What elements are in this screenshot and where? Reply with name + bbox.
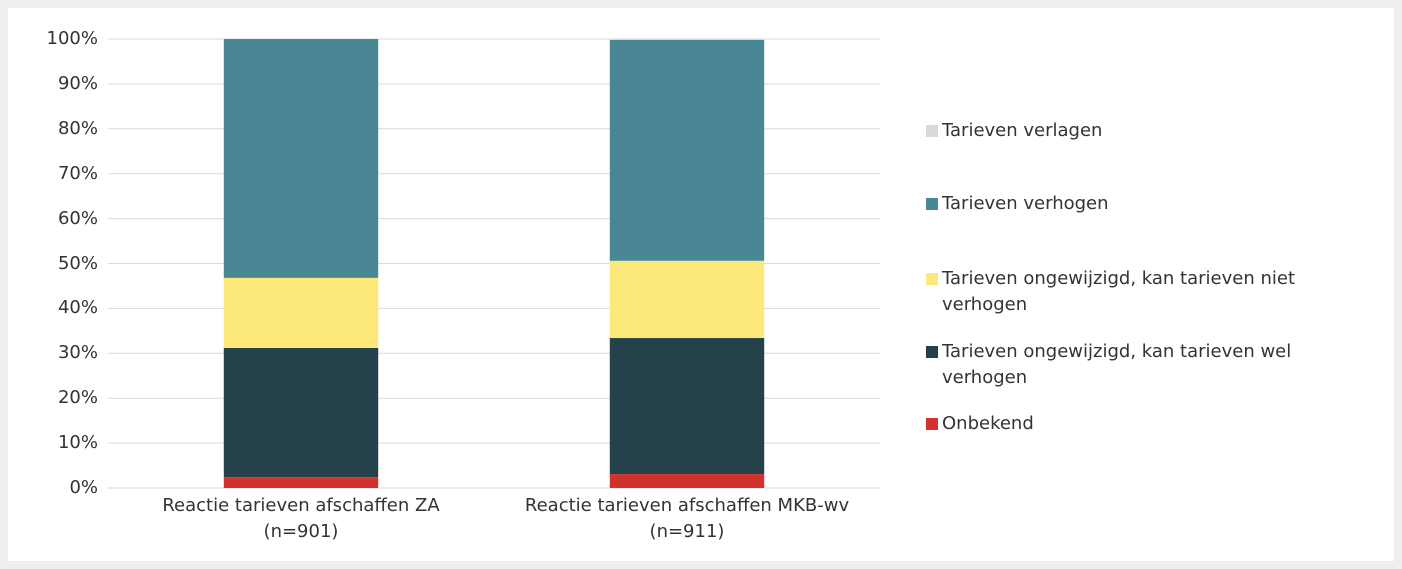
- x-tick-label: Reactie tarieven afschaffen ZA (n=901): [162, 495, 440, 542]
- legend-label: Tarieven ongewijzigd, kan tarieven niet …: [942, 268, 1295, 315]
- legend-swatch: [926, 125, 938, 137]
- bar-segment: [609, 260, 765, 339]
- bar-segment: [609, 338, 765, 475]
- bar-segment: [609, 474, 765, 488]
- y-tick-label: 20%: [57, 387, 98, 409]
- legend-item: Onbekend: [926, 411, 1366, 437]
- y-tick-label: 80%: [57, 117, 98, 139]
- legend-swatch: [926, 346, 938, 358]
- legend-label: Tarieven verhogen: [942, 193, 1109, 214]
- y-tick-label: 40%: [57, 297, 98, 319]
- legend-item: Tarieven verlagen: [926, 118, 1366, 144]
- y-tick-label: 50%: [57, 252, 98, 274]
- bar-segment: [609, 39, 765, 40]
- y-tick-label: 60%: [57, 207, 98, 229]
- bar-segment: [223, 477, 379, 488]
- legend-swatch: [926, 418, 938, 430]
- y-tick-label: 100%: [46, 28, 98, 49]
- bar-segment: [223, 39, 379, 278]
- legend-label: Tarieven ongewijzigd, kan tarieven wel v…: [942, 341, 1292, 388]
- legend-label: Tarieven verlagen: [942, 120, 1103, 141]
- y-tick-label: 10%: [57, 432, 98, 454]
- legend-item: Tarieven ongewijzigd, kan tarieven wel v…: [926, 339, 1366, 391]
- bar-segment: [223, 347, 379, 478]
- bar-segment: [609, 39, 765, 261]
- y-tick-label: 90%: [57, 72, 98, 94]
- y-tick-label: 30%: [57, 342, 98, 364]
- chart: 0% 10% 20% 30% 40% 50% 60% 70% 80% 90% 100% Reactie…: [8, 8, 1394, 561]
- plot: [108, 38, 880, 489]
- legend-swatch: [926, 198, 938, 210]
- y-tick-label: 70%: [57, 162, 98, 184]
- x-tick-label: Reactie tarieven afschaffen MKB-wv (n=91…: [524, 495, 850, 542]
- y-tick-label: 0%: [69, 477, 98, 498]
- legend-swatch: [926, 273, 938, 285]
- legend-item: Tarieven verhogen: [926, 191, 1366, 217]
- legend-label: Onbekend: [942, 413, 1034, 434]
- legend-item: Tarieven ongewijzigd, kan tarieven niet …: [926, 266, 1366, 318]
- bar-segment: [223, 277, 379, 348]
